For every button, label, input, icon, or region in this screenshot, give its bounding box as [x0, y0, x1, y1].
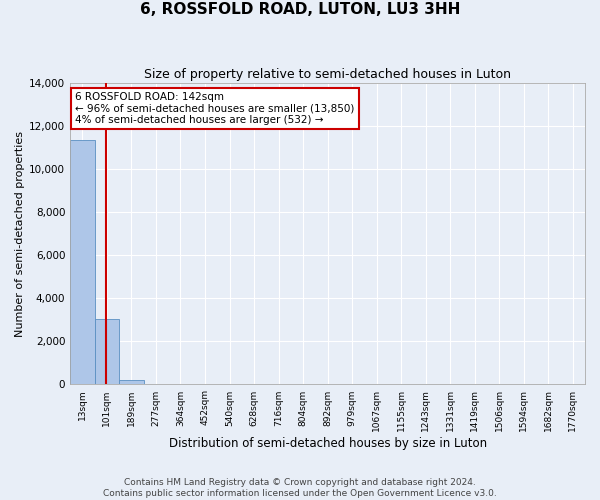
Text: 6, ROSSFOLD ROAD, LUTON, LU3 3HH: 6, ROSSFOLD ROAD, LUTON, LU3 3HH — [140, 2, 460, 18]
Y-axis label: Number of semi-detached properties: Number of semi-detached properties — [15, 131, 25, 337]
Text: 6 ROSSFOLD ROAD: 142sqm
← 96% of semi-detached houses are smaller (13,850)
4% of: 6 ROSSFOLD ROAD: 142sqm ← 96% of semi-de… — [76, 92, 355, 126]
Bar — [95, 319, 119, 384]
Bar — [70, 140, 95, 384]
Text: Contains HM Land Registry data © Crown copyright and database right 2024.
Contai: Contains HM Land Registry data © Crown c… — [103, 478, 497, 498]
X-axis label: Distribution of semi-detached houses by size in Luton: Distribution of semi-detached houses by … — [169, 437, 487, 450]
Bar — [119, 380, 144, 384]
Title: Size of property relative to semi-detached houses in Luton: Size of property relative to semi-detach… — [144, 68, 511, 80]
